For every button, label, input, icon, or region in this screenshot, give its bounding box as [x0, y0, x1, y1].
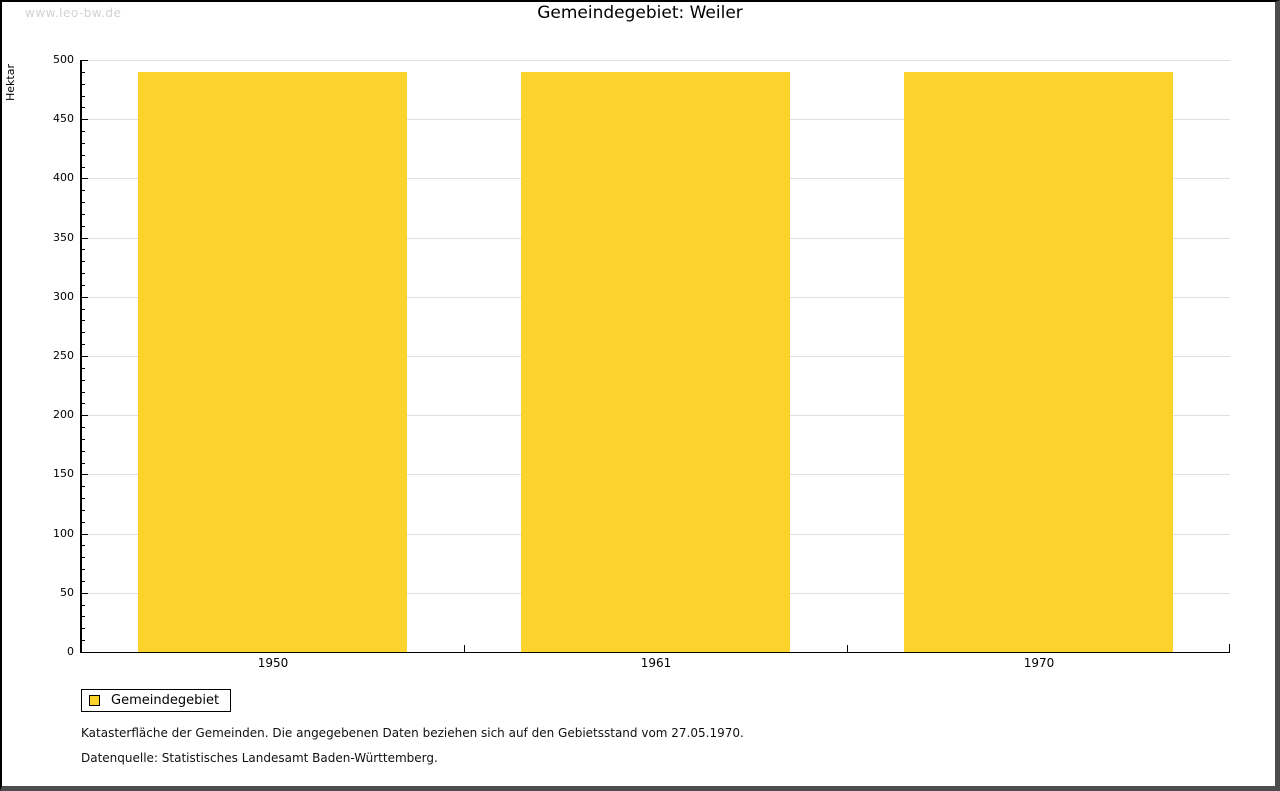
- y-tick-label: 100: [53, 527, 74, 540]
- x-tick-label: 1970: [1023, 656, 1055, 670]
- legend-swatch: [89, 695, 100, 706]
- y-minor-tick: [81, 463, 85, 464]
- y-major-tick: [81, 60, 88, 61]
- y-minor-tick: [81, 72, 85, 73]
- y-minor-tick: [81, 309, 85, 310]
- y-minor-tick: [81, 368, 85, 369]
- y-minor-tick: [81, 320, 85, 321]
- y-minor-tick: [81, 569, 85, 570]
- y-minor-tick: [81, 285, 85, 286]
- y-minor-tick: [81, 616, 85, 617]
- gridline: [81, 60, 1230, 61]
- y-minor-tick: [81, 167, 85, 168]
- y-minor-tick: [81, 84, 85, 85]
- y-minor-tick: [81, 498, 85, 499]
- y-minor-tick: [81, 451, 85, 452]
- y-major-tick: [81, 356, 88, 357]
- y-minor-tick: [81, 131, 85, 132]
- bar-1961: [521, 72, 790, 652]
- watermark: www.leo-bw.de: [25, 6, 122, 20]
- y-minor-tick: [81, 510, 85, 511]
- y-minor-tick: [81, 143, 85, 144]
- y-major-tick: [81, 474, 88, 475]
- y-tick-label: 0: [67, 645, 74, 658]
- y-axis-line: [80, 60, 82, 653]
- y-minor-tick: [81, 427, 85, 428]
- y-minor-tick: [81, 522, 85, 523]
- y-minor-tick: [81, 96, 85, 97]
- footnote-source-note: Katasterfläche der Gemeinden. Die angege…: [81, 726, 744, 740]
- y-minor-tick: [81, 403, 85, 404]
- y-minor-tick: [81, 439, 85, 440]
- y-minor-tick: [81, 107, 85, 108]
- y-minor-tick: [81, 605, 85, 606]
- y-tick-label: 250: [53, 349, 74, 362]
- bar-1970: [904, 72, 1173, 652]
- x-axis-line: [80, 651, 1230, 653]
- y-major-tick: [81, 297, 88, 298]
- y-minor-tick: [81, 486, 85, 487]
- y-tick-label: 150: [53, 467, 74, 480]
- y-minor-tick: [81, 640, 85, 641]
- y-major-tick: [81, 415, 88, 416]
- x-tick-label: 1961: [640, 656, 672, 670]
- x-boundary-tick: [847, 645, 848, 652]
- y-minor-tick: [81, 344, 85, 345]
- y-major-tick: [81, 534, 88, 535]
- x-axis-end-tick: [1229, 644, 1230, 652]
- y-minor-tick: [81, 214, 85, 215]
- legend-label: Gemeindegebiet: [111, 693, 220, 708]
- y-major-tick: [81, 119, 88, 120]
- y-minor-tick: [81, 392, 85, 393]
- y-minor-tick: [81, 557, 85, 558]
- y-tick-label: 200: [53, 408, 74, 421]
- footnote-data-source: Datenquelle: Statistisches Landesamt Bad…: [81, 751, 438, 765]
- y-minor-tick: [81, 190, 85, 191]
- y-minor-tick: [81, 332, 85, 333]
- y-minor-tick: [81, 273, 85, 274]
- y-tick-label: 350: [53, 231, 74, 244]
- y-minor-tick: [81, 226, 85, 227]
- y-tick-label: 500: [53, 53, 74, 66]
- y-minor-tick: [81, 202, 85, 203]
- y-tick-label: 450: [53, 112, 74, 125]
- y-minor-tick: [81, 261, 85, 262]
- y-minor-tick: [81, 581, 85, 582]
- y-tick-label: 300: [53, 290, 74, 303]
- y-tick-label: 50: [60, 586, 74, 599]
- y-minor-tick: [81, 380, 85, 381]
- x-tick-label: 1950: [257, 656, 289, 670]
- chart-title: Gemeindegebiet: Weiler: [537, 3, 743, 23]
- y-minor-tick: [81, 249, 85, 250]
- y-major-tick: [81, 593, 88, 594]
- y-minor-tick: [81, 545, 85, 546]
- y-major-tick: [81, 238, 88, 239]
- y-tick-label: 400: [53, 171, 74, 184]
- y-minor-tick: [81, 155, 85, 156]
- legend-box: Gemeindegebiet: [81, 689, 232, 712]
- x-boundary-tick: [464, 645, 465, 652]
- bar-1950: [138, 72, 407, 652]
- y-major-tick: [81, 178, 88, 179]
- y-minor-tick: [81, 628, 85, 629]
